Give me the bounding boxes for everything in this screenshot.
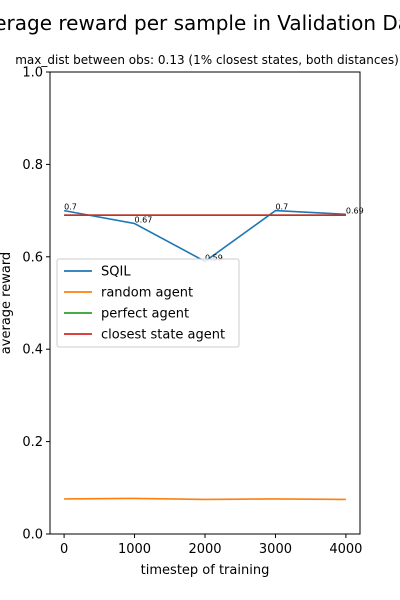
data-label: 0.69 (346, 206, 364, 215)
y-axis: 0.0 0.2 0.4 0.6 0.8 1.0 (22, 66, 50, 543)
y-tick-label: 1.0 (22, 66, 43, 81)
y-tick-label: 0.4 (22, 343, 43, 358)
chart-subtitle: max_dist between obs: 0.13 (1% closest s… (15, 53, 399, 67)
y-tick-label: 0.8 (22, 158, 43, 173)
x-tick-label: 1000 (118, 542, 151, 557)
x-axis: 0 1000 2000 3000 4000 (60, 534, 362, 557)
legend-label: closest state agent (101, 328, 225, 343)
x-axis-label: timestep of training (141, 563, 270, 578)
x-tick-label: 0 (60, 542, 68, 557)
x-tick-label: 4000 (329, 542, 362, 557)
data-label: 0.7 (275, 203, 288, 212)
series-line-random-agent (64, 497, 346, 501)
data-label: 0.67 (135, 216, 153, 225)
y-tick-label: 0.0 (22, 528, 43, 543)
data-labels: 0.7 0.67 0.59 0.7 0.69 (64, 203, 364, 263)
y-axis-label: average reward (0, 252, 14, 354)
data-label: 0.59 (205, 253, 223, 262)
y-tick-label: 0.6 (22, 250, 43, 265)
legend-label: random agent (101, 286, 193, 301)
chart-title: Average reward per sample in Validation … (0, 11, 400, 35)
legend-box (56, 258, 240, 348)
legend-label: SQIL (101, 265, 131, 280)
x-tick-label: 2000 (188, 542, 221, 557)
data-label: 0.7 (64, 203, 77, 212)
legend-label: perfect agent (101, 307, 189, 322)
x-tick-label: 3000 (259, 542, 292, 557)
legend: SQIL random agent perfect agent closest sta… (56, 258, 240, 348)
y-tick-label: 0.2 (22, 435, 43, 450)
